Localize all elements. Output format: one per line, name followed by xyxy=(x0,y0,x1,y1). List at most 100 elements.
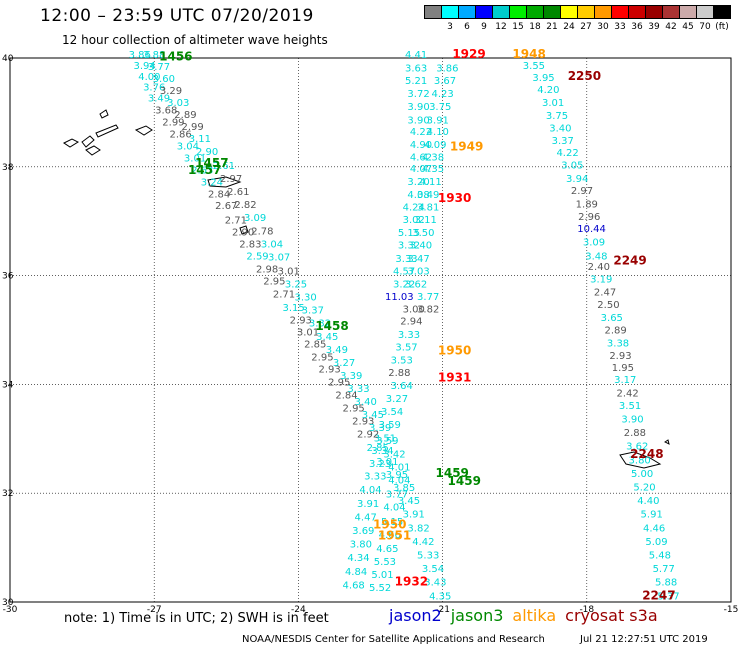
wave-height-value: 3.95 xyxy=(386,470,408,481)
wave-height-value: 3.86 xyxy=(129,50,151,61)
wave-height-value: 3.63 xyxy=(405,64,427,75)
wave-height-value: 3.57 xyxy=(395,343,417,354)
wave-height-value: 4.09 xyxy=(424,140,446,151)
wave-height-value: 2.97 xyxy=(571,186,593,197)
wave-height-value: 3.07 xyxy=(268,252,290,263)
wave-height-value: 3.54 xyxy=(422,564,444,575)
wave-height-value: 4.42 xyxy=(412,537,434,548)
wave-height-value: 2.61 xyxy=(227,187,249,198)
island-outline xyxy=(63,138,80,148)
wave-height-value: 3.77 xyxy=(417,292,439,303)
y-tick-label: 38 xyxy=(2,163,14,173)
wave-height-value: 2.89 xyxy=(605,325,627,336)
wave-height-value: 3.15 xyxy=(282,303,304,314)
wave-height-value: 3.75 xyxy=(546,111,568,122)
wave-height-value: 2.71 xyxy=(273,289,295,300)
wave-height-value: 3.82 xyxy=(417,305,439,316)
wave-height-value: 3.40 xyxy=(549,123,571,134)
wave-height-value: 5.09 xyxy=(645,537,667,548)
wave-height-value: 3.37 xyxy=(552,136,574,147)
wave-height-value: 3.43 xyxy=(424,578,446,589)
wave-height-value: 2.97 xyxy=(220,174,242,185)
wave-height-value: 4.20 xyxy=(537,85,559,96)
scale-label: 33 xyxy=(614,22,626,32)
wave-height-value: 3.49 xyxy=(326,345,348,356)
wave-height-value: 3.33 xyxy=(395,254,417,265)
wave-height-value: 1.89 xyxy=(576,200,598,211)
wave-height-value: 4.22 xyxy=(556,148,578,159)
wave-height-value: 2.82 xyxy=(234,200,256,211)
wave-height-value: 3.22 xyxy=(393,280,415,291)
scale-label: 27 xyxy=(580,22,592,32)
wave-height-value: 2.50 xyxy=(597,300,619,311)
wave-height-value: 4.08 xyxy=(407,190,429,201)
pass-time-label: 1932 xyxy=(395,575,428,589)
wave-height-value: 3.38 xyxy=(607,338,629,349)
pass-time-label: 2248 xyxy=(630,447,663,461)
wave-height-value: 2.86 xyxy=(170,129,192,140)
wave-height-value: 4.11 xyxy=(419,177,441,188)
wave-height-value: 3.59 xyxy=(376,436,398,447)
legend-entry: jason3 xyxy=(450,606,504,625)
wave-height-value: 3.04 xyxy=(261,239,283,250)
wave-height-value: 3.01 xyxy=(297,327,319,338)
wave-height-value: 2.78 xyxy=(251,226,273,237)
island-outline xyxy=(81,135,95,148)
wave-height-value: 2.95 xyxy=(311,352,333,363)
wave-height-value: 3.45 xyxy=(398,496,420,507)
wave-height-value: 3.33 xyxy=(398,330,420,341)
wave-height-value: 3.25 xyxy=(285,280,307,291)
wave-height-value: 3.40 xyxy=(410,240,432,251)
pass-time-label: 2249 xyxy=(613,254,646,268)
wave-height-value: 2.83 xyxy=(239,239,261,250)
wave-height-value: 3.90 xyxy=(407,102,429,113)
wave-height-value: 3.90 xyxy=(407,115,429,126)
wave-height-value: 3.67 xyxy=(434,76,456,87)
wave-height-value: 2.88 xyxy=(388,368,410,379)
pass-time-label: 1457 xyxy=(188,163,221,177)
wave-height-value: 3.45 xyxy=(362,410,384,421)
pass-time-label: 1949 xyxy=(450,139,483,153)
wave-height-value: 3.64 xyxy=(391,381,413,392)
wave-height-value: 5.15 xyxy=(398,228,420,239)
wave-height-value: 4.01 xyxy=(388,462,410,473)
wave-height-value: 3.03 xyxy=(407,267,429,278)
wave-height-value: 2.98 xyxy=(256,264,278,275)
wave-height-value: 3.82 xyxy=(407,523,429,534)
wave-height-value: 2.67 xyxy=(215,201,237,212)
wave-height-value: 2.93 xyxy=(352,417,374,428)
wave-height-value: 3.88 xyxy=(143,50,165,61)
wave-height-value: 2.89 xyxy=(174,110,196,121)
pass-time-label: 1951 xyxy=(378,528,411,542)
wave-height-value: 3.02 xyxy=(403,215,425,226)
wave-height-value: 2.99 xyxy=(162,117,184,128)
wave-height-value: 4.68 xyxy=(343,580,365,591)
wave-height-value: 5.01 xyxy=(371,570,393,581)
wave-height-value: 3.24 xyxy=(201,177,223,188)
wave-height-value: 3.17 xyxy=(614,375,636,386)
wave-height-value: 2.90 xyxy=(196,147,218,158)
y-tick-label: 40 xyxy=(2,54,14,64)
scale-label: 18 xyxy=(529,22,541,32)
wave-height-value: 1.95 xyxy=(612,363,634,374)
legend-entry: cryosat s3a xyxy=(565,606,658,625)
wave-height-value: 3.77 xyxy=(386,490,408,501)
legend-entry: altika xyxy=(512,606,557,625)
wave-height-value: 4.57 xyxy=(393,267,415,278)
wave-height-value: 3.80 xyxy=(350,540,372,551)
wave-height-value: 3.03 xyxy=(167,98,189,109)
wave-height-value: 3.81 xyxy=(417,202,439,213)
wave-height-value: 4.10 xyxy=(427,127,449,138)
wave-height-value: 3.75 xyxy=(429,102,451,113)
wave-height-value: 3.37 xyxy=(302,306,324,317)
wave-height-value: 3.11 xyxy=(415,215,437,226)
wave-height-value: 3.49 xyxy=(417,190,439,201)
wave-height-value: 4.62 xyxy=(410,152,432,163)
wave-height-value: 3.32 xyxy=(398,240,420,251)
wave-height-value: 3.30 xyxy=(294,293,316,304)
wave-height-value: 2.93 xyxy=(609,351,631,362)
wave-height-value: 3.42 xyxy=(383,449,405,460)
wave-height-value: 3.62 xyxy=(626,442,648,453)
wave-height-value: 5.15 xyxy=(381,517,403,528)
pass-time-label: 1948 xyxy=(512,47,545,61)
